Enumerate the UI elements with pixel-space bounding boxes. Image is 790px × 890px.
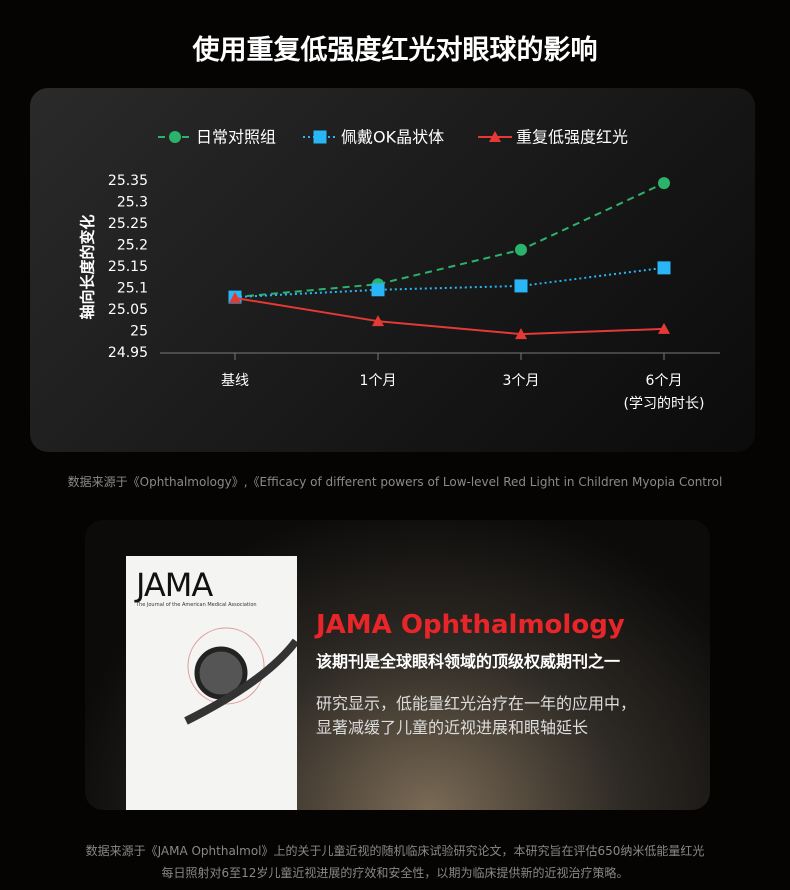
series-line	[234, 182, 665, 299]
series-line	[234, 296, 665, 336]
point	[657, 261, 671, 275]
footnote: 每日照射对6至12岁儿童近视进展的疗效和安全性，以期为临床提供新的近视治疗策略。	[161, 866, 629, 880]
legend-marker	[489, 131, 501, 142]
cover-art	[184, 627, 297, 725]
y-tick-label: 25.2	[117, 238, 148, 254]
footnote: 数据来源于《JAMA Ophthalmol》上的关于儿童近视的随机临床试验研究论…	[85, 844, 705, 858]
x-tick-label: 6个月	[646, 373, 683, 389]
cover-subtitle: The Journal of the American Medical Asso…	[136, 602, 257, 608]
journal-tagline: 该期刊是全球眼科领域的顶级权威期刊之一	[316, 652, 621, 671]
y-tick-label: 25	[130, 324, 148, 340]
point	[372, 315, 384, 327]
chart-card	[30, 88, 755, 452]
legend-marker	[169, 131, 181, 143]
point	[371, 283, 385, 297]
x-tick-label: 基线	[221, 372, 249, 389]
legend-marker	[313, 130, 327, 144]
y-tick-label: 25.25	[108, 216, 148, 232]
chart: 轴向长度的变化 24.95 25 25.05 25.1 25.15 25.2 25.25 25…	[79, 128, 720, 412]
journal-body: 显著减缓了儿童的近视进展和眼轴延长	[316, 718, 589, 737]
legend-label: 日常对照组	[196, 128, 276, 147]
x-axis-label: (学习的时长)	[624, 396, 705, 412]
source-note: 数据来源于《Ophthalmology》,《Efficacy of differ…	[67, 475, 723, 489]
y-axis-label: 轴向长度的变化	[79, 214, 97, 319]
x-tick-label: 3个月	[503, 373, 540, 389]
point	[658, 177, 670, 190]
y-tick-label: 25.35	[108, 173, 148, 189]
journal-body: 研究显示，低能量红光治疗在一年的应用中，	[316, 694, 637, 713]
y-tick-label: 25.3	[117, 195, 148, 211]
journal-cover: JAMA The Journal of the American Medical…	[126, 556, 297, 810]
point	[229, 291, 241, 303]
page-title: 使用重复低强度红光对眼球的影响	[192, 35, 598, 66]
y-tick-label: 25.15	[108, 259, 148, 275]
x-tick-label: 1个月	[360, 373, 397, 389]
cover-title: JAMA	[136, 566, 213, 604]
legend-label: 重复低强度红光	[516, 128, 628, 147]
point	[515, 328, 527, 340]
point	[514, 279, 528, 293]
y-tick-label: 24.95	[108, 345, 148, 361]
point	[515, 243, 527, 256]
y-tick-label: 25.05	[108, 302, 148, 318]
series-line	[234, 266, 665, 299]
legend-label: 佩戴OK晶状体	[341, 128, 444, 147]
journal-name: JAMA Ophthalmology	[316, 610, 625, 640]
point	[658, 322, 670, 334]
y-tick-label: 25.1	[117, 281, 148, 297]
